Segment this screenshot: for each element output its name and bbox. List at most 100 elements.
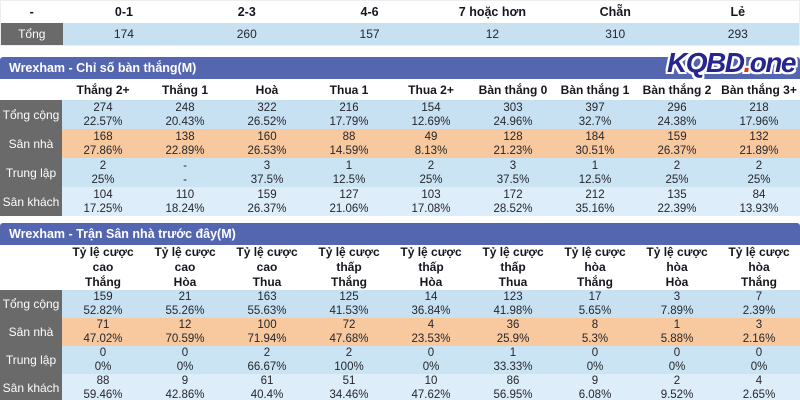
stat-cell: 1 12.5% xyxy=(308,158,390,187)
stat-cell: 2 100% xyxy=(308,346,390,374)
stat-cell: 88 59.46% xyxy=(62,374,144,400)
stat-cell: 84 13.93% xyxy=(718,187,800,216)
row-label: Trung lập xyxy=(0,158,62,187)
stat-cell: 72 47.68% xyxy=(308,318,390,346)
stat-cell: 322 26.52% xyxy=(226,100,308,129)
stats-row-neutral: Trung lập 2 25% - -3 37.5% 1 12.5% 2 25% 3 37.5% 1 12… xyxy=(0,158,800,187)
stat-cell: 4 23.53% xyxy=(390,318,472,346)
stat-cell: 61 40.4% xyxy=(226,374,308,400)
stat-cell: 168 27.86% xyxy=(62,129,144,158)
stat-cell: 2 66.67% xyxy=(226,346,308,374)
row-label: Sân nhà xyxy=(0,318,62,346)
home-history-header-row: Tỷ lệ cược cao Thắng Tỷ lệ cược cao Hòa Tỷ l… xyxy=(0,245,800,290)
stat-cell: 0 0% xyxy=(636,346,718,374)
row-label: Trung lập xyxy=(0,346,62,374)
stat-cell: 159 52.82% xyxy=(62,290,144,318)
stat-cell: 0 0% xyxy=(144,346,226,374)
stat-cell: 3 37.5% xyxy=(226,158,308,187)
logo-text-main: KQBD xyxy=(666,47,745,78)
logo-dot: . xyxy=(743,47,751,78)
stat-cell: 9 42.86% xyxy=(144,374,226,400)
stat-cell: 1 33.33% xyxy=(472,346,554,374)
goals-section: Wrexham - Chỉ số bàn thắng(M) KQBD.one T… xyxy=(0,49,800,216)
stat-cell: 128 21.23% xyxy=(472,129,554,158)
stat-cell: 2 25% xyxy=(390,158,472,187)
stat-cell: 216 17.79% xyxy=(308,100,390,129)
stat-cell: 3 2.16% xyxy=(718,318,800,346)
row-label: Sân khách xyxy=(0,374,62,400)
summary-value-cell: 157 xyxy=(308,22,431,46)
stat-cell: -- xyxy=(144,158,226,187)
column-header: 7 hoặc hơn xyxy=(430,0,554,23)
column-header: Thắng 2+ xyxy=(62,79,144,100)
summary-value-cell: 260 xyxy=(185,22,309,46)
stat-cell: 3 37.5% xyxy=(472,158,554,187)
column-header: Bàn thắng 3+ xyxy=(718,79,800,100)
summary-value-cell: 12 xyxy=(430,22,554,46)
column-header: 4-6 xyxy=(308,0,431,23)
section-header-home: Wrexham - Trận Sân nhà trước đây(M) xyxy=(0,223,800,245)
stats-row-total: Tổng cộng 274 22.57% 248 20.43% 322 26.52% 216 1… xyxy=(0,100,800,129)
stat-cell: 2 25% xyxy=(636,158,718,187)
summary-value-cell: 310 xyxy=(553,22,677,46)
stat-cell: 0 0% xyxy=(62,346,144,374)
stat-cell: 2 9.52% xyxy=(636,374,718,400)
corner-cell xyxy=(0,245,62,290)
row-label: Tổng cộng xyxy=(0,100,62,129)
column-header: Tỷ lệ cược hòa Thắng xyxy=(718,245,800,290)
stats-row-home: Sân nhà 71 47.02% 12 70.59% 100 71.94% 72 47.68%… xyxy=(0,318,800,346)
stat-cell: 397 32.7% xyxy=(554,100,636,129)
column-header: Tỷ lệ cược thấp Thua xyxy=(472,245,554,290)
stat-cell: 154 12.69% xyxy=(390,100,472,129)
stat-cell: 9 6.08% xyxy=(554,374,636,400)
stat-cell: 21 55.26% xyxy=(144,290,226,318)
stat-cell: 0 0% xyxy=(390,346,472,374)
row-label: Sân nhà xyxy=(0,129,62,158)
stat-cell: 4 2.65% xyxy=(718,374,800,400)
summary-header-row: -0-1 2-3 4-6 7 hoặc hơn Chẵn Lẻ xyxy=(0,0,800,23)
summary-value-cell: 293 xyxy=(676,22,800,46)
stat-cell: 103 17.08% xyxy=(390,187,472,216)
stat-cell: 127 21.06% xyxy=(308,187,390,216)
stat-cell: 184 30.51% xyxy=(554,129,636,158)
column-header: Bàn thắng 1 xyxy=(554,79,636,100)
stats-row-neutral: Trung lập 0 0% 0 0% 2 66.67% 2 100% 0 0% 1 33.33% 0 0%… xyxy=(0,346,800,374)
stat-cell: 2 25% xyxy=(718,158,800,187)
stat-cell: 51 34.46% xyxy=(308,374,390,400)
row-label-tong: Tổng xyxy=(0,22,63,46)
stats-row-away: Sân khách 88 59.46% 9 42.86% 61 40.4% 51 34.46% 1… xyxy=(0,374,800,400)
row-label: Tổng cộng xyxy=(0,290,62,318)
column-header: Tỷ lệ cược thấp Hòa xyxy=(390,245,472,290)
logo-text-suffix: one xyxy=(749,47,797,78)
column-header: Thắng 1 xyxy=(144,79,226,100)
stat-cell: 123 41.98% xyxy=(472,290,554,318)
kqbd-logo: KQBD.one xyxy=(666,47,797,78)
row-label: Sân khách xyxy=(0,187,62,216)
stat-cell: 0 0% xyxy=(718,346,800,374)
column-header: Bàn thắng 2 xyxy=(636,79,718,100)
section-header-goals: Wrexham - Chỉ số bàn thắng(M) xyxy=(0,57,800,79)
stat-cell: 125 41.53% xyxy=(308,290,390,318)
stat-cell: 10 47.62% xyxy=(390,374,472,400)
column-header: 2-3 xyxy=(185,0,309,23)
stats-row-home: Sân nhà 168 27.86% 138 22.89% 160 26.53% 88 14.5… xyxy=(0,129,800,158)
stat-cell: 1 12.5% xyxy=(554,158,636,187)
column-header: Thua 2+ xyxy=(390,79,472,100)
stat-cell: 303 24.96% xyxy=(472,100,554,129)
stat-cell: 159 26.37% xyxy=(636,129,718,158)
stat-cell: 88 14.59% xyxy=(308,129,390,158)
section-title: Wrexham - Chỉ số bàn thắng(M) xyxy=(9,61,197,75)
stat-cell: 159 26.37% xyxy=(226,187,308,216)
stat-cell: 163 55.63% xyxy=(226,290,308,318)
stat-cell: 86 56.95% xyxy=(472,374,554,400)
stat-cell: 218 17.96% xyxy=(718,100,800,129)
column-header: Bàn thắng 0 xyxy=(472,79,554,100)
stat-cell: 71 47.02% xyxy=(62,318,144,346)
stat-cell: 110 18.24% xyxy=(144,187,226,216)
stat-cell: 8 5.3% xyxy=(554,318,636,346)
stats-row-away: Sân khách 104 17.25% 110 18.24% 159 26.37% 127 2… xyxy=(0,187,800,216)
column-header: Tỷ lệ cược hòa Hòa xyxy=(636,245,718,290)
column-header: Lẻ xyxy=(676,0,800,23)
column-header: Tỷ lệ cược thấp Thắng xyxy=(308,245,390,290)
column-header: Tỷ lệ cược hòa Thắng xyxy=(554,245,636,290)
